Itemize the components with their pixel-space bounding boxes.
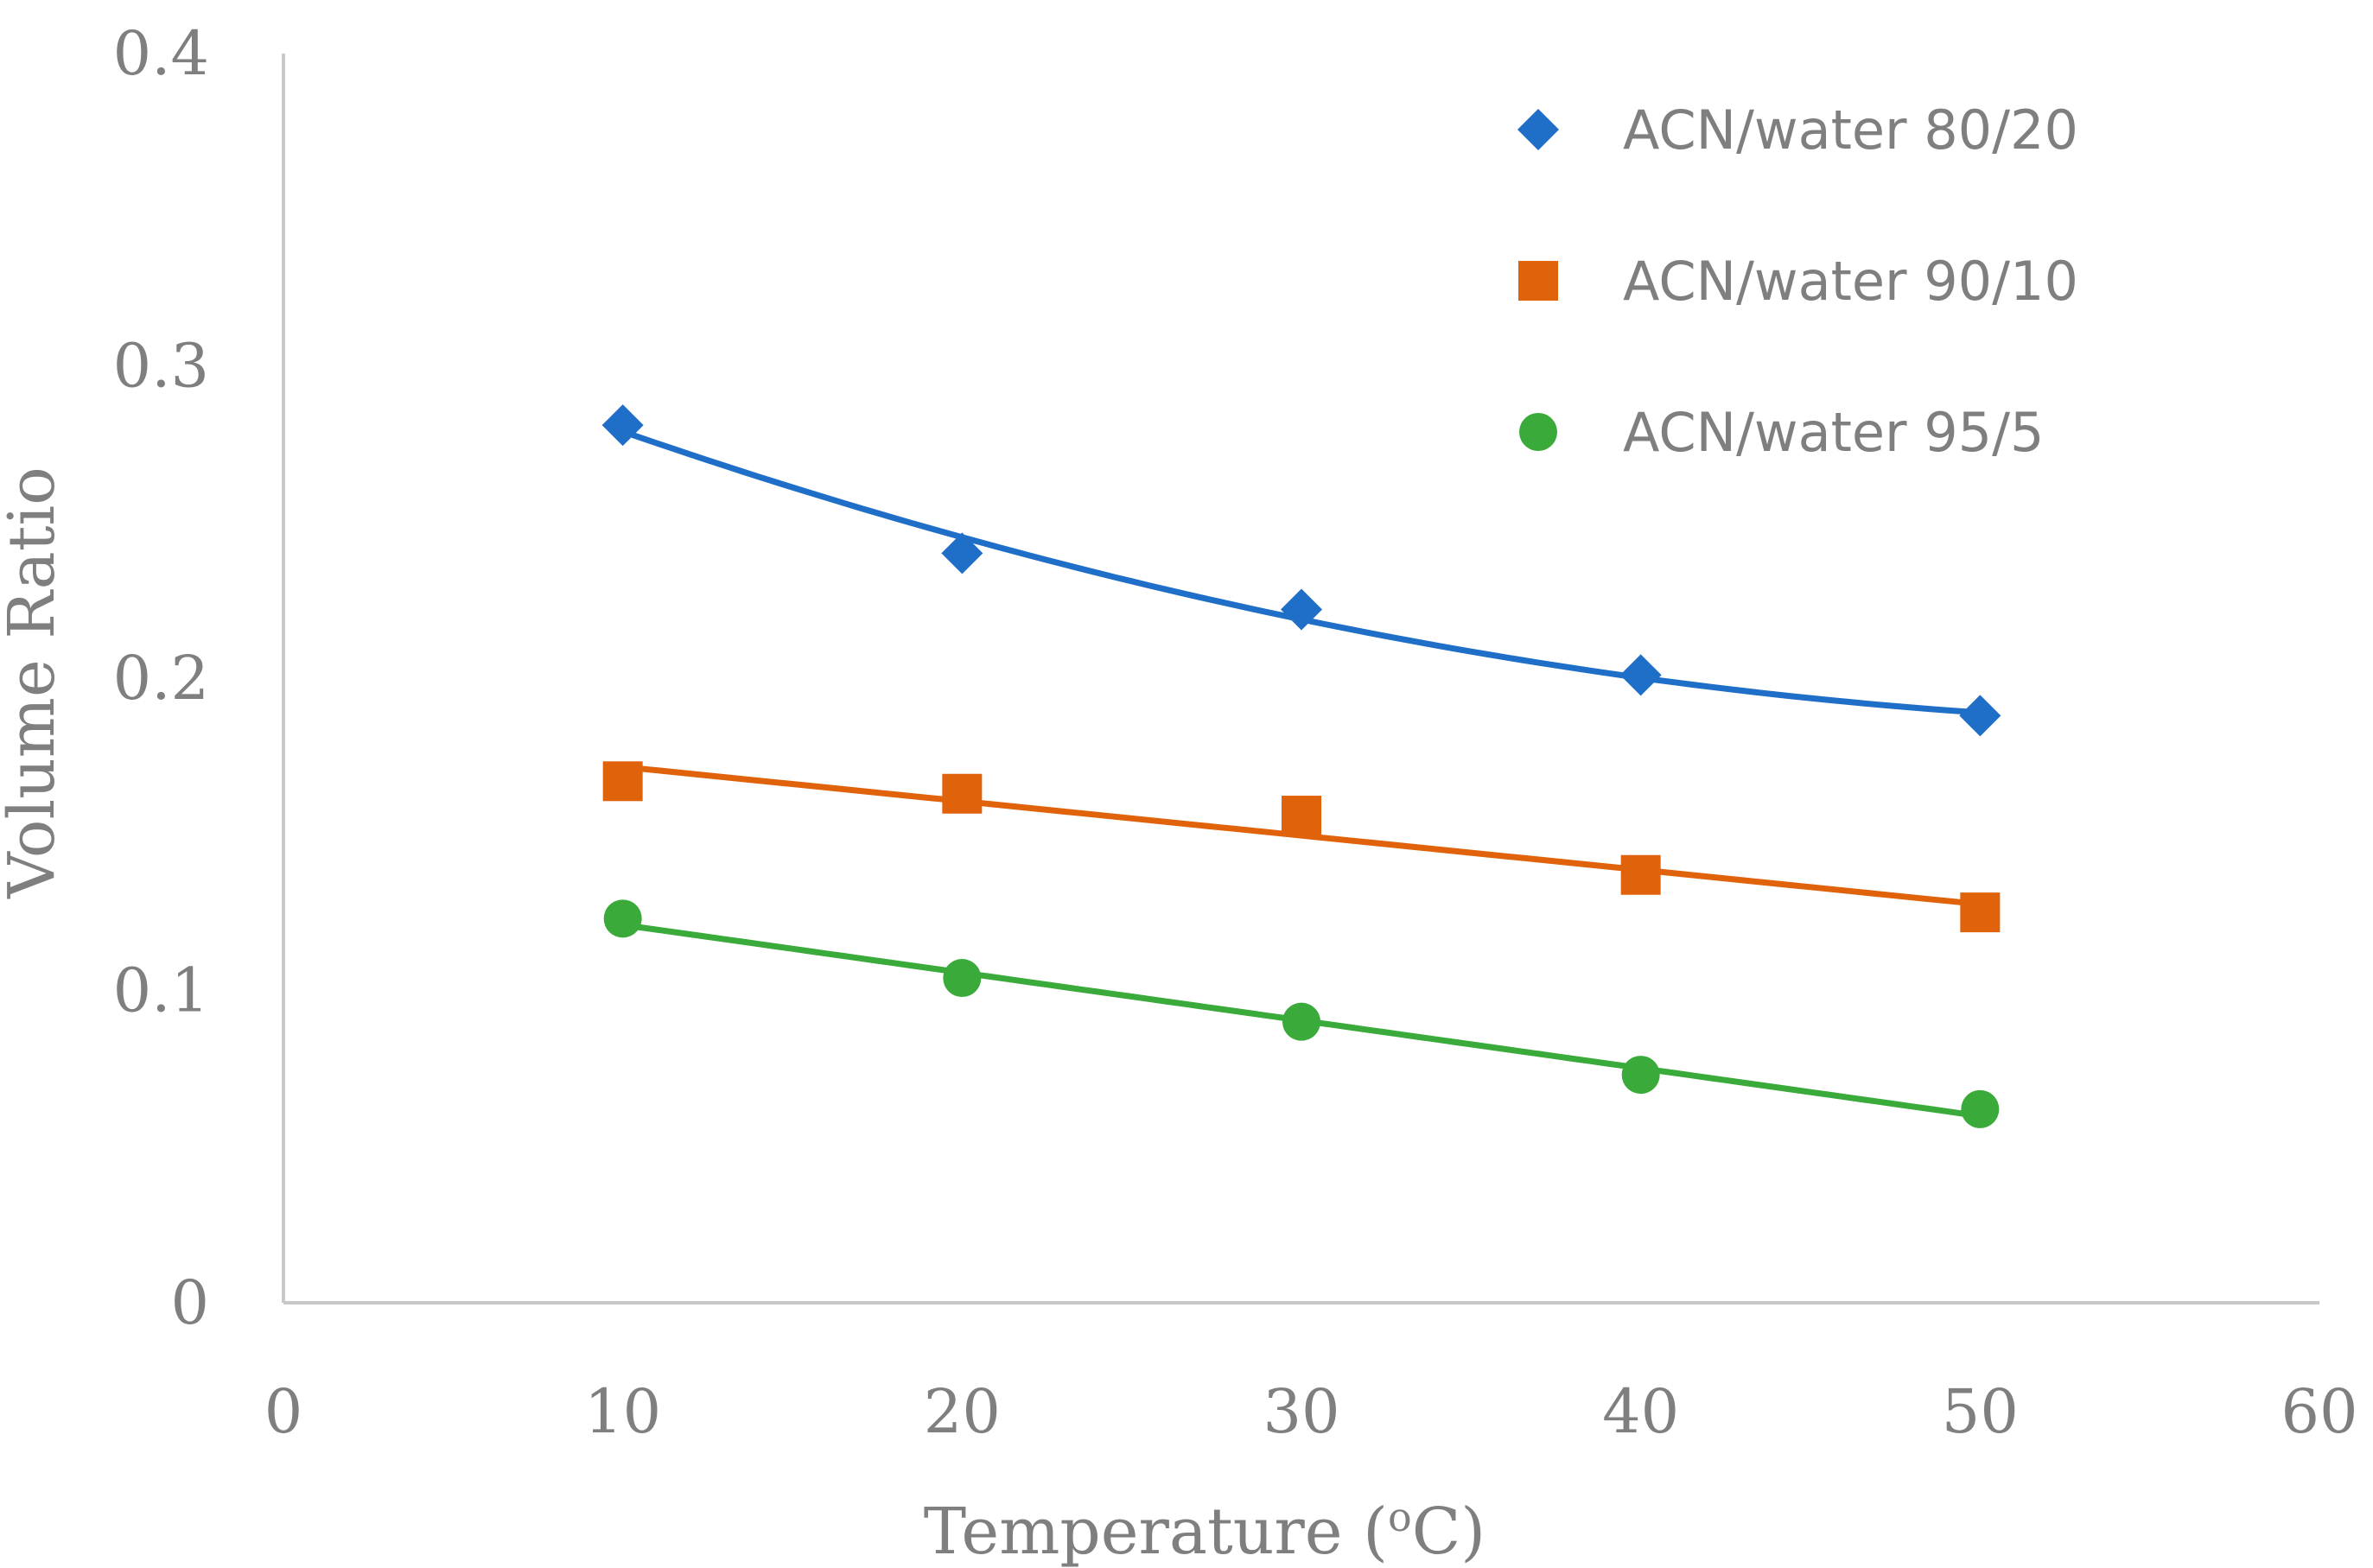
- y-tick-label: 0.4: [113, 18, 209, 89]
- data-point-series-2: [1282, 796, 1321, 836]
- data-point-series-3: [603, 899, 642, 938]
- x-axis-title-superscript: o: [1388, 1494, 1412, 1540]
- data-point-series-3: [943, 959, 982, 998]
- data-point-series-1: [1959, 695, 2001, 737]
- tick-labels: 0 10 20 30 40 50 60 0 0.1 0.2 0.3 0.4: [113, 18, 2358, 1447]
- x-tick-label: 10: [584, 1376, 661, 1447]
- data-point-series-1: [601, 404, 644, 447]
- data-point-series-2: [1620, 854, 1661, 895]
- x-tick-label: 30: [1263, 1376, 1339, 1447]
- data-point-series-1: [1619, 654, 1662, 696]
- y-tick-label: 0: [170, 1267, 209, 1338]
- legend-label-series-1: ACN/water 80/20: [1623, 98, 2078, 162]
- trendline-series-1: [620, 429, 1983, 716]
- data-points: [601, 404, 2001, 1128]
- legend-label-series-2: ACN/water 90/10: [1623, 250, 2078, 313]
- data-point-series-2: [942, 773, 983, 814]
- x-axis-title: Temperature (oC): [924, 1494, 1486, 1568]
- x-tick-label: 60: [2281, 1376, 2357, 1447]
- data-point-series-3: [1961, 1089, 2000, 1128]
- legend-marker-series-1: [1517, 109, 1559, 150]
- x-tick-label: 0: [264, 1376, 303, 1447]
- data-point-series-1: [941, 532, 983, 575]
- y-tick-label: 0.1: [113, 955, 209, 1026]
- y-tick-label: 0.3: [113, 331, 209, 402]
- legend: ACN/water 80/20 ACN/water 90/10 ACN/water …: [1517, 98, 2078, 464]
- x-tick-label: 20: [924, 1376, 1001, 1447]
- y-tick-label: 0.2: [113, 643, 209, 714]
- data-point-series-3: [1621, 1056, 1660, 1095]
- x-axis-title-text: Temperature (: [924, 1495, 1388, 1568]
- data-point-series-1: [1281, 588, 1322, 631]
- x-tick-label: 50: [1942, 1376, 2019, 1447]
- axes: [282, 54, 2319, 1305]
- trendline-series-2: [620, 764, 1983, 908]
- y-axis-title: Volume Ratio: [0, 467, 69, 899]
- data-point-series-3: [1282, 1002, 1320, 1041]
- x-axis-title-unit: C): [1412, 1495, 1486, 1568]
- x-tick-label: 40: [1602, 1376, 1679, 1447]
- data-point-series-2: [1960, 892, 2001, 933]
- legend-label-series-3: ACN/water 95/5: [1623, 401, 2044, 464]
- legend-marker-series-2: [1518, 261, 1558, 301]
- legend-marker-series-3: [1519, 413, 1557, 451]
- data-point-series-2: [602, 761, 643, 802]
